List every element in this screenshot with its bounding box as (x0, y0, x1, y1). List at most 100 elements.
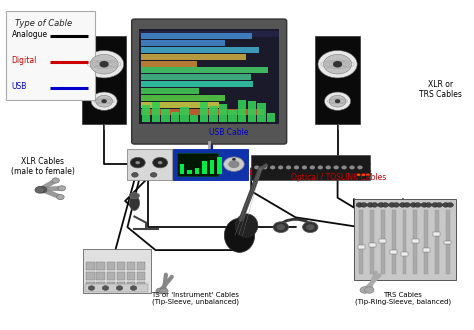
Bar (180, 107, 189, 122)
Circle shape (286, 166, 291, 169)
Circle shape (84, 50, 124, 78)
Circle shape (400, 203, 406, 207)
Bar (141, 74, 251, 80)
Circle shape (153, 157, 168, 168)
Bar (86, 272, 95, 280)
Circle shape (150, 173, 157, 177)
Circle shape (365, 287, 374, 293)
Bar (82, 36, 126, 124)
Circle shape (361, 174, 365, 176)
Circle shape (361, 203, 367, 207)
Text: Optical / TOSLINK Cables: Optical / TOSLINK Cables (291, 173, 386, 182)
Circle shape (228, 160, 239, 168)
Bar (107, 282, 115, 290)
Circle shape (358, 166, 362, 169)
Circle shape (35, 187, 44, 193)
Circle shape (263, 166, 267, 169)
Ellipse shape (129, 193, 140, 199)
Bar (267, 113, 275, 122)
Bar (137, 282, 145, 290)
Circle shape (333, 61, 342, 68)
Circle shape (306, 224, 314, 230)
Circle shape (318, 166, 323, 169)
Bar (141, 88, 199, 94)
Bar (380, 239, 386, 243)
Circle shape (325, 92, 351, 110)
Bar (217, 157, 222, 175)
Circle shape (130, 157, 145, 168)
Bar (315, 36, 360, 124)
Bar (161, 109, 170, 122)
Bar (370, 211, 374, 274)
Bar (137, 272, 145, 280)
Bar (435, 211, 439, 274)
Circle shape (58, 186, 65, 191)
Bar (97, 282, 105, 290)
Bar (359, 211, 363, 274)
Bar (141, 33, 252, 39)
Circle shape (342, 166, 346, 169)
Bar (141, 47, 259, 53)
Circle shape (36, 186, 46, 193)
Bar (390, 250, 397, 254)
Bar (117, 282, 125, 290)
Circle shape (366, 174, 370, 176)
Text: TS or 'Instrument' Cables
(Tip-Sleeve, unbalanced): TS or 'Instrument' Cables (Tip-Sleeve, u… (151, 292, 239, 305)
Bar (141, 109, 264, 115)
Bar (141, 61, 197, 67)
Bar (354, 199, 456, 280)
Circle shape (158, 161, 163, 164)
Circle shape (436, 203, 443, 207)
Text: TRS Cables
(Tip-Ring-Sleeve, balanced): TRS Cables (Tip-Ring-Sleeve, balanced) (355, 292, 451, 305)
Circle shape (410, 203, 417, 207)
Bar (173, 148, 248, 180)
Bar (423, 248, 429, 252)
Circle shape (96, 95, 112, 107)
Bar (358, 245, 365, 249)
Bar (117, 262, 125, 270)
Circle shape (425, 203, 432, 207)
Bar (247, 101, 256, 122)
Circle shape (278, 166, 283, 169)
Bar (200, 102, 208, 122)
Bar (139, 29, 279, 124)
Circle shape (404, 203, 410, 207)
Bar (141, 81, 253, 87)
Bar (141, 68, 268, 73)
Circle shape (324, 54, 352, 74)
Bar (446, 211, 450, 274)
Circle shape (335, 99, 340, 103)
Bar (97, 262, 105, 270)
Bar (195, 168, 200, 175)
FancyBboxPatch shape (132, 19, 287, 144)
Circle shape (57, 194, 64, 200)
Bar (117, 272, 125, 280)
Bar (83, 249, 151, 293)
Bar (139, 31, 279, 37)
Bar (444, 241, 451, 245)
Circle shape (310, 166, 315, 169)
Circle shape (357, 174, 360, 176)
Bar (97, 272, 105, 280)
Bar (107, 262, 115, 270)
Circle shape (232, 158, 236, 161)
Text: XLR Cables
(male to female): XLR Cables (male to female) (11, 157, 74, 176)
Bar (85, 284, 148, 292)
Ellipse shape (235, 214, 258, 237)
Text: USB: USB (12, 82, 27, 91)
Bar (413, 211, 417, 274)
Bar (141, 102, 219, 108)
Circle shape (116, 286, 123, 290)
Bar (137, 262, 145, 270)
Text: USB Cable: USB Cable (209, 128, 249, 137)
Circle shape (389, 203, 395, 207)
Bar (141, 40, 225, 46)
Circle shape (102, 286, 109, 290)
Circle shape (101, 99, 107, 103)
Bar (127, 282, 135, 290)
Bar (141, 95, 226, 101)
Bar (86, 282, 95, 290)
Circle shape (255, 166, 259, 169)
Circle shape (447, 203, 454, 207)
Circle shape (378, 203, 384, 207)
